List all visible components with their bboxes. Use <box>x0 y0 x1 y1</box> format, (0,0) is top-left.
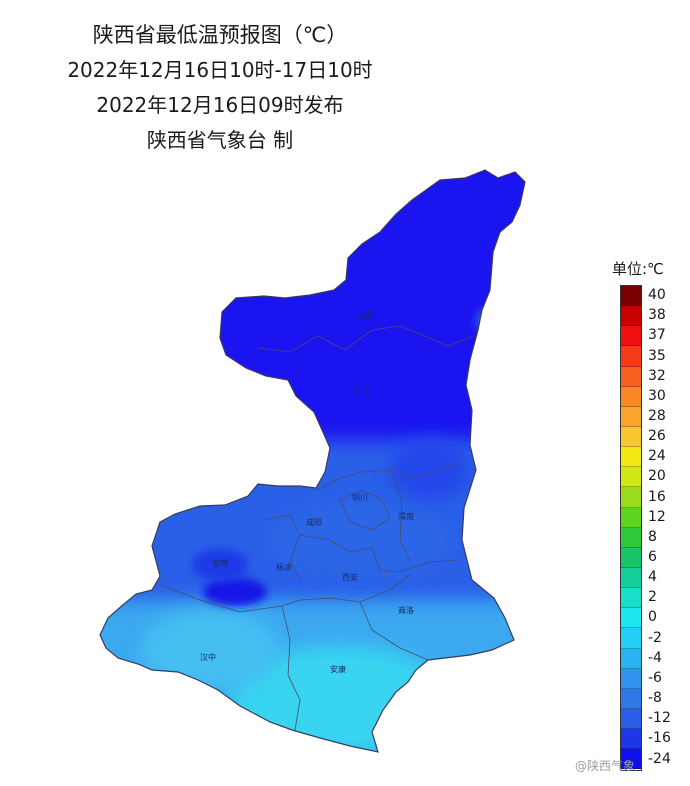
legend-label: 0 <box>648 609 657 626</box>
legend-label: 38 <box>648 307 666 324</box>
legend-label: 28 <box>648 407 666 424</box>
legend-label: 8 <box>648 528 657 545</box>
legend-label: -2 <box>648 629 662 646</box>
boundary-yulin-yanan <box>257 325 475 353</box>
legend-swatch <box>621 326 641 347</box>
legend-label: -24 <box>648 750 671 767</box>
city-label-ankang: 安康 <box>330 664 346 674</box>
legend-swatch <box>621 406 641 427</box>
legend-swatch <box>621 286 641 307</box>
boundary-shangluo-ankang <box>359 601 429 661</box>
legend-swatch <box>621 487 641 508</box>
map-title: 陕西省最低温预报图（℃） <box>92 23 348 47</box>
legend-label: 12 <box>648 508 666 525</box>
shaanxi-temperature-map: 榆林 延安 铜川 渭南 咸阳 宝鸡 杨凌 西安 商洛 汉中 安康 <box>99 169 526 753</box>
legend-swatch <box>621 608 641 629</box>
legend-swatch <box>621 366 641 387</box>
city-label-xian: 西安 <box>342 572 358 582</box>
legend-swatch <box>621 346 641 367</box>
legend-swatch <box>621 306 641 327</box>
city-label-tongchuan: 铜川 <box>352 492 368 502</box>
city-label-yangling: 杨凌 <box>276 562 292 572</box>
field-guanzhong <box>270 500 450 580</box>
boundary-xianyang-xian <box>299 534 459 573</box>
legend-label: 40 <box>648 287 666 304</box>
forecast-period: 2022年12月16日10时-17日10时 <box>67 58 373 82</box>
legend-label: 20 <box>648 468 666 485</box>
issue-time: 2022年12月16日09时发布 <box>96 93 344 117</box>
legend-label: 2 <box>648 589 657 606</box>
legend-swatch <box>621 588 641 609</box>
legend-label: -16 <box>648 730 671 747</box>
boundary-weinan-west <box>389 469 411 563</box>
legend-swatch <box>621 708 641 730</box>
city-boundaries <box>159 325 475 731</box>
field-hanzhong <box>140 610 280 690</box>
legend-swatch <box>621 507 641 528</box>
legend-label: -8 <box>648 690 662 707</box>
map-svg: 榆林 延安 铜川 渭南 咸阳 宝鸡 杨凌 西安 商洛 汉中 安康 <box>99 169 526 753</box>
city-label-weinan: 渭南 <box>398 511 414 521</box>
legend-label: 16 <box>648 488 666 505</box>
boundary-tongchuan <box>339 489 391 531</box>
legend-label: 37 <box>648 327 666 344</box>
city-label-xianyang: 咸阳 <box>306 517 322 527</box>
field-baoji-cold <box>192 549 248 581</box>
city-label-baoji: 宝鸡 <box>212 558 228 568</box>
issuer: 陕西省气象台 制 <box>146 128 294 152</box>
boundary-guanzhong-south <box>159 584 301 613</box>
legend-swatch <box>621 567 641 589</box>
legend-swatch <box>621 386 641 407</box>
legend-swatch <box>621 688 641 709</box>
legend-swatch <box>621 668 641 689</box>
legend-label: 35 <box>648 347 666 364</box>
legend-label: 26 <box>648 428 666 445</box>
legend-swatch <box>621 628 641 649</box>
legend-label: 30 <box>648 387 666 404</box>
legend-label: 24 <box>648 448 666 465</box>
legend-color-bar <box>620 285 642 771</box>
legend-label: -4 <box>648 649 662 666</box>
legend-label: 32 <box>648 367 666 384</box>
city-label-yulin: 榆林 <box>358 310 374 320</box>
city-label-yanan: 延安 <box>354 387 370 397</box>
field-north <box>100 170 525 510</box>
legend-swatch <box>621 648 641 669</box>
watermark: @陕西气象 <box>575 759 636 773</box>
field-qinling-cold <box>203 578 267 606</box>
legend-label: -12 <box>648 710 671 727</box>
legend-swatch <box>621 426 641 448</box>
title-block: 陕西省最低温预报图（℃） 2022年12月16日10时-17日10时 2022年… <box>0 18 440 158</box>
city-labels: 榆林 延安 铜川 渭南 咸阳 宝鸡 杨凌 西安 商洛 汉中 安康 <box>200 310 414 674</box>
legend-label: 4 <box>648 569 657 586</box>
legend-unit: 单位:℃ <box>612 260 664 278</box>
field-weinan-edge <box>390 440 470 500</box>
legend-label: -6 <box>648 669 662 686</box>
boundary-hanzhong-ankang <box>281 605 301 731</box>
legend-swatch <box>621 467 641 488</box>
city-label-shangluo: 商洛 <box>398 605 414 615</box>
legend-swatch <box>621 527 641 548</box>
legend-swatch <box>621 447 641 468</box>
legend-swatch <box>621 749 641 770</box>
legend-swatch <box>621 547 641 568</box>
legend-swatch <box>621 729 641 750</box>
city-label-hanzhong: 汉中 <box>200 652 216 662</box>
legend-label: 6 <box>648 549 657 566</box>
temperature-field <box>100 170 525 752</box>
